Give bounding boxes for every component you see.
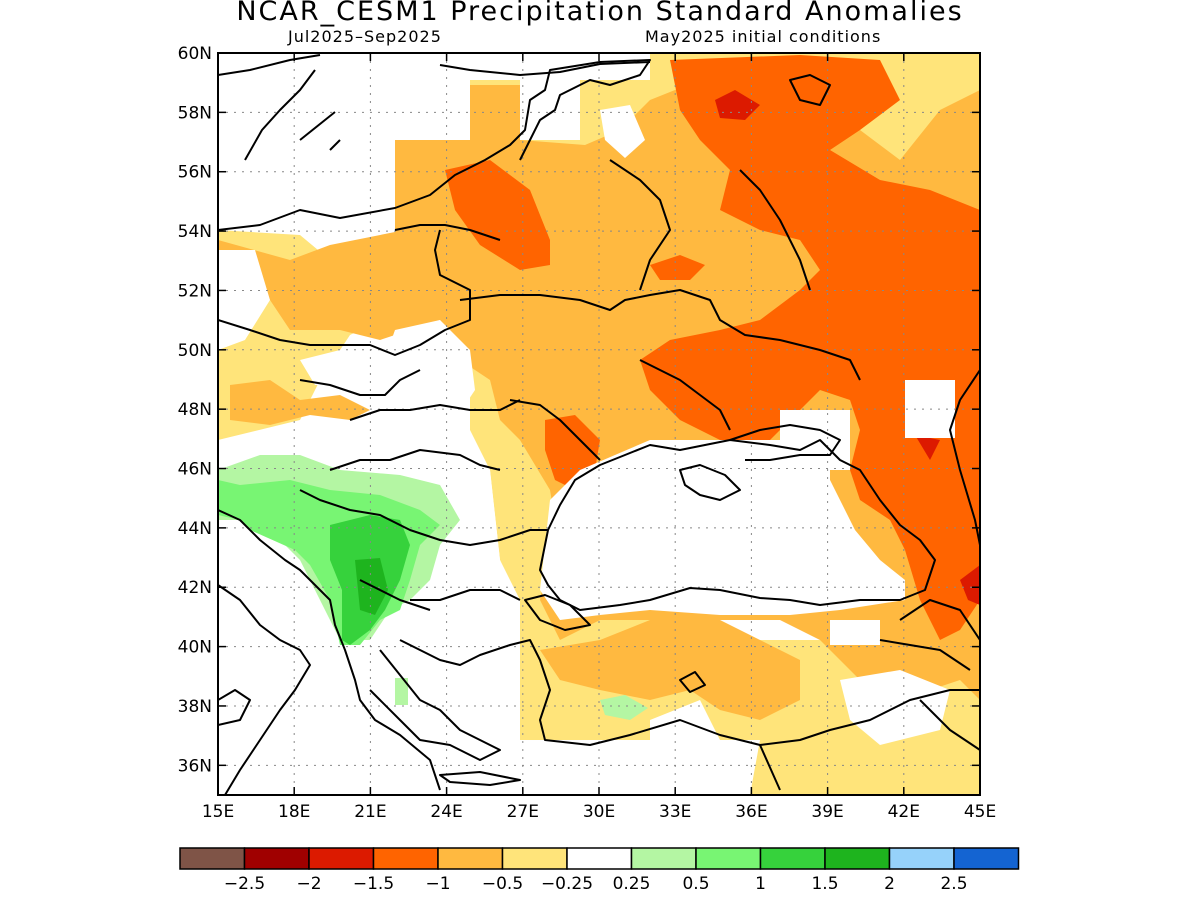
latitude-labels: 60N 58N 56N 54N 52N 50N 48N 46N 44N 42N 40N 38N 36N — [178, 44, 212, 776]
anomaly-region-red — [960, 565, 980, 605]
colorbar — [179, 847, 1020, 870]
lat-tick-label: 56N — [178, 163, 212, 183]
colorbar-label: 1 — [755, 874, 766, 894]
colorbar-label: 1.5 — [811, 874, 838, 894]
colorbar-labels: −2.5 −2 −1.5 −1 −0.5 −0.25 0.25 0.5 1 1.5 2 2.5 — [224, 874, 968, 894]
colorbar-label: −2 — [296, 874, 321, 894]
colorbar-swatch — [566, 847, 633, 870]
lat-tick-label: 38N — [178, 697, 212, 717]
coastlines-borders — [218, 54, 980, 795]
initial-conditions: May2025 initial conditions — [645, 27, 882, 46]
anomaly-region-orange — [230, 380, 370, 425]
colorbar-swatch — [759, 847, 826, 870]
colorbar-label: 0.5 — [682, 874, 709, 894]
anomaly-region-red — [715, 90, 760, 120]
eastern-europe-borders — [394, 159, 980, 791]
anomaly-region-neutral — [370, 320, 475, 430]
colorbar-swatch — [630, 847, 697, 870]
colorbar-label: 2.5 — [940, 874, 967, 894]
colorbar-label: 0.25 — [613, 874, 651, 894]
lon-tick-label: 15E — [202, 802, 234, 822]
central-europe-borders — [218, 229, 548, 611]
colorbar-swatch — [695, 847, 762, 870]
anomaly-region-light-green — [600, 695, 648, 720]
lon-tick-label: 39E — [811, 802, 843, 822]
longitude-labels: 15E 18E 21E 24E 27E 30E 33E 36E 39E 42E 45E — [202, 802, 996, 822]
lon-tick-label: 36E — [735, 802, 767, 822]
lake-ladoga — [789, 74, 831, 106]
lon-tick-label: 18E — [278, 802, 310, 822]
gulf-of-finland-coast — [439, 61, 651, 76]
lat-tick-label: 42N — [178, 578, 212, 598]
anomaly-region-dark-orange — [650, 255, 705, 280]
colorbar-label: −1 — [425, 874, 450, 894]
cyprus-coast — [679, 671, 706, 693]
colorbar-swatch — [308, 847, 375, 870]
lat-tick-label: 46N — [178, 460, 212, 480]
lon-tick-label: 42E — [888, 802, 920, 822]
anomaly-region-neutral — [218, 53, 470, 230]
black-sea-coast — [539, 439, 936, 611]
anomaly-region-light-green — [395, 678, 408, 705]
lon-tick-label: 33E — [659, 802, 691, 822]
lat-tick-label: 36N — [178, 756, 212, 776]
lat-tick-label: 60N — [178, 44, 212, 64]
aegean-coast — [399, 639, 980, 746]
colorbar-label: −0.25 — [541, 874, 593, 894]
colorbar-swatch — [437, 847, 504, 870]
colorbar-swatch — [888, 847, 955, 870]
azov-sea-coast — [729, 424, 841, 461]
forecast-period: Jul2025–Sep2025 — [288, 27, 442, 46]
anomaly-region-red — [915, 435, 940, 460]
caspian-coast — [949, 369, 980, 546]
lat-tick-label: 54N — [178, 222, 212, 242]
marmara-coast — [524, 594, 591, 631]
colorbar-swatch — [179, 847, 246, 870]
crimea-coast — [679, 464, 741, 501]
lat-tick-label: 58N — [178, 103, 212, 123]
colorbar-swatch — [372, 847, 439, 870]
italy-coast — [218, 584, 311, 795]
anomaly-region-dark-orange — [445, 160, 550, 270]
colorbar-label: −0.5 — [482, 874, 523, 894]
axis-ticks — [217, 52, 981, 795]
colorbar-swatch — [501, 847, 568, 870]
colorbar-swatch — [953, 847, 1020, 870]
lat-tick-label: 40N — [178, 638, 212, 658]
chart-title: NCAR_CESM1 Precipitation Standard Anomal… — [236, 0, 964, 27]
lat-tick-label: 52N — [178, 281, 212, 301]
anomaly-region-neutral — [540, 440, 905, 620]
lon-tick-label: 30E — [583, 802, 615, 822]
colorbar-label: 2 — [884, 874, 895, 894]
anomaly-region-neutral — [830, 620, 880, 645]
colorbar-label: −2.5 — [224, 874, 265, 894]
scandinavia-coastline — [218, 54, 341, 161]
anomaly-field — [218, 53, 980, 795]
crete-coast — [439, 771, 521, 786]
lat-tick-label: 48N — [178, 400, 212, 420]
anomaly-region-neutral — [600, 105, 645, 158]
baltic-coastline — [218, 59, 651, 231]
anomaly-region-orange — [540, 620, 800, 720]
lat-tick-label: 50N — [178, 341, 212, 361]
lon-tick-label: 27E — [507, 802, 539, 822]
lat-tick-label: 44N — [178, 519, 212, 539]
colorbar-label: −1.5 — [353, 874, 394, 894]
colorbar-swatch — [243, 847, 310, 870]
adriatic-coast — [218, 509, 441, 791]
anomaly-region-neutral — [300, 350, 365, 385]
greece-coast — [369, 649, 501, 761]
lon-tick-label: 45E — [964, 802, 996, 822]
colorbar-swatch — [824, 847, 891, 870]
lon-tick-label: 21E — [354, 802, 386, 822]
lon-tick-label: 24E — [430, 802, 462, 822]
